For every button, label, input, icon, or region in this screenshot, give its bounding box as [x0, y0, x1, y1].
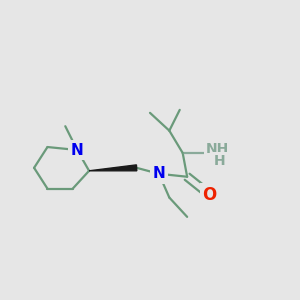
Text: O: O [202, 186, 217, 204]
Polygon shape [89, 165, 137, 171]
Text: N: N [71, 142, 84, 158]
Text: NH: NH [206, 142, 230, 156]
Text: N: N [152, 166, 165, 181]
Text: H: H [214, 154, 226, 168]
